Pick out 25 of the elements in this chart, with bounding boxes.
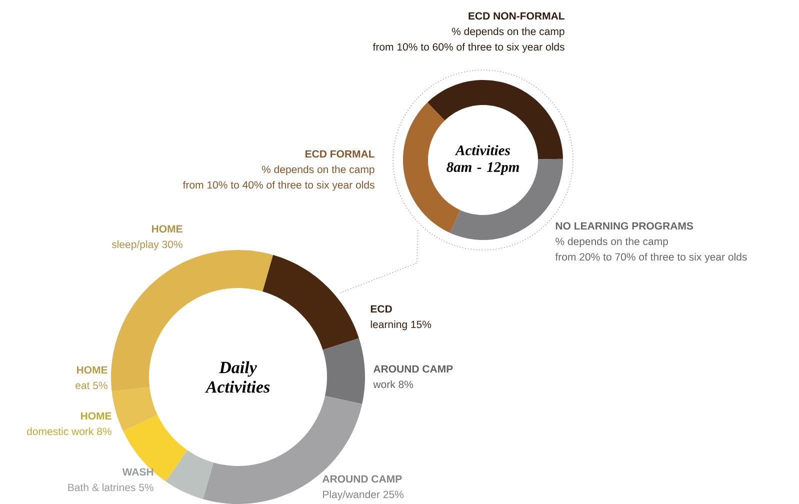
text: from 10% to 40% of three to six year olds <box>182 180 374 191</box>
data-label: eat 5% <box>76 382 108 390</box>
text: from 10% to 60% of three to six year olds <box>372 42 564 53</box>
slice-label: AROUND CAMP <box>373 365 453 373</box>
slice-label: ECD FORMAL <box>306 150 374 158</box>
text: % depends on the camp <box>452 27 564 38</box>
data-label: learning 15% <box>370 320 432 330</box>
slice-label: ECD NON-FORMAL <box>468 12 564 20</box>
data-label: Play/wander 25% <box>323 490 404 500</box>
text: % depends on the camp <box>262 165 374 176</box>
text: from 20% to 70% of three to six year olds <box>555 252 747 263</box>
data-label: work 8% <box>373 380 414 388</box>
data-label: domestic work 8% <box>27 427 112 436</box>
slice-label: NO LEARNING PROGRAMS <box>556 222 694 230</box>
text: Activities 8am - 12pm <box>446 145 519 175</box>
text: Daily Activities <box>205 361 270 393</box>
text: % depends on the camp <box>556 237 668 248</box>
data-label: Bath & latrines 5% <box>68 483 154 492</box>
slice-label: HOME <box>81 412 112 420</box>
slice-label: ECD <box>370 305 392 313</box>
slice-label: WASH <box>122 468 154 476</box>
data-label: sleep/play 30% <box>112 240 182 250</box>
slice-label: HOME <box>152 225 182 233</box>
slice-label: HOME <box>77 366 108 374</box>
slice-label: AROUND CAMP <box>322 475 402 483</box>
